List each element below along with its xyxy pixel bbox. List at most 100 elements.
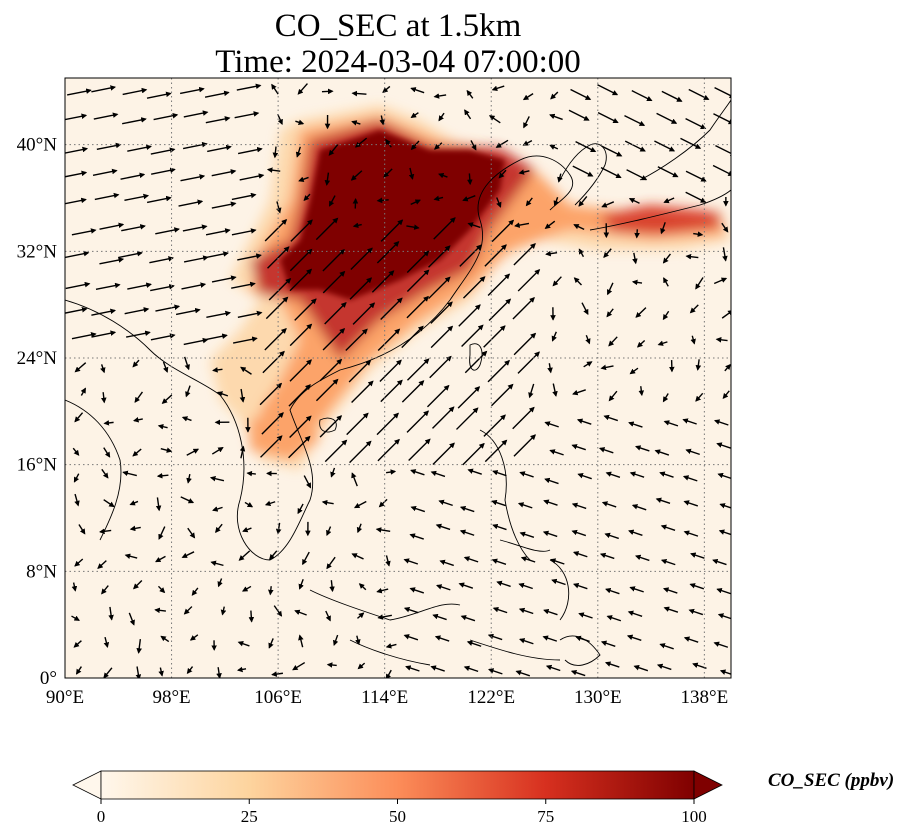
- wind-arrow: [689, 583, 705, 590]
- wind-arrow: [288, 384, 311, 407]
- wind-arrow: [101, 585, 109, 595]
- wind-arrow: [158, 526, 166, 540]
- wind-arrow: [459, 505, 475, 513]
- wind-arrow: [289, 268, 313, 292]
- wind-arrow: [74, 558, 84, 567]
- wind-arrow: [353, 500, 367, 509]
- wind-arrow: [267, 246, 290, 269]
- wind-arrow: [103, 499, 115, 508]
- wind-arrow: [624, 140, 646, 152]
- wind-arrow: [433, 142, 443, 150]
- wind-arrow: [549, 144, 559, 150]
- wind-arrow: [685, 118, 707, 130]
- wind-arrow: [406, 295, 429, 319]
- wind-arrow: [120, 172, 146, 180]
- wind-arrow: [212, 367, 223, 373]
- wind-arrow: [470, 140, 477, 151]
- wind-arrow: [492, 523, 507, 531]
- wind-arrow: [377, 614, 392, 620]
- wind-arrow: [65, 146, 89, 154]
- wind-arrow: [581, 302, 589, 316]
- wind-arrow: [571, 529, 587, 537]
- wind-arrow: [463, 665, 479, 673]
- wind-arrow: [551, 578, 566, 586]
- wind-arrow: [216, 667, 222, 678]
- wind-arrow: [715, 337, 728, 343]
- wind-arrow: [689, 304, 699, 314]
- wind-arrow: [488, 298, 512, 322]
- wind-arrow: [297, 83, 308, 95]
- wind-arrow: [634, 229, 640, 239]
- wind-arrow: [428, 245, 451, 268]
- wind-arrow: [659, 471, 674, 478]
- wind-arrow: [435, 523, 451, 531]
- lon-tick-label: 98°E: [152, 687, 190, 708]
- wind-arrow: [657, 340, 668, 346]
- wind-arrow: [326, 526, 332, 537]
- wind-arrow: [332, 634, 339, 647]
- wind-arrow: [522, 93, 534, 101]
- wind-arrow: [487, 633, 503, 641]
- wind-arrow: [713, 641, 729, 648]
- wind-arrow: [191, 587, 199, 596]
- wind-arrow: [71, 615, 80, 621]
- wind-arrow: [103, 667, 113, 678]
- wind-arrow: [608, 390, 618, 402]
- wind-arrow: [346, 412, 369, 436]
- wind-arrow: [211, 201, 237, 209]
- wind-arrow: [572, 165, 594, 177]
- wind-arrow: [545, 250, 558, 257]
- wind-arrow: [430, 301, 453, 324]
- wind-arrow: [544, 477, 559, 485]
- wind-arrow: [328, 144, 339, 156]
- wind-arrow: [662, 310, 670, 321]
- wind-arrow: [315, 217, 339, 241]
- wind-arrow: [601, 501, 617, 508]
- wind-arrow: [350, 247, 373, 270]
- wind-arrow: [298, 176, 309, 182]
- lat-tick-label: 8°N: [26, 561, 57, 582]
- wind-arrow: [129, 525, 141, 532]
- wind-arrow: [627, 610, 643, 617]
- wind-arrow: [430, 470, 446, 478]
- wind-arrow: [242, 585, 252, 592]
- wind-arrow: [155, 497, 162, 512]
- wind-arrow: [232, 336, 258, 344]
- wind-arrow: [656, 663, 672, 671]
- wind-arrow: [663, 420, 679, 427]
- wind-arrow: [568, 109, 590, 121]
- wind-arrow: [432, 442, 455, 465]
- wind-arrow: [149, 256, 175, 264]
- wind-arrow: [624, 114, 646, 127]
- wind-arrow: [330, 467, 336, 478]
- wind-arrow: [715, 144, 731, 156]
- wind-arrow: [260, 435, 283, 458]
- colorbar-gradient: [100, 770, 695, 800]
- wind-arrow: [96, 142, 122, 151]
- wind-arrow: [78, 524, 86, 535]
- wind-arrow: [298, 634, 304, 648]
- wind-arrow: [544, 421, 559, 428]
- colorbar-tick-label: 0: [97, 807, 106, 826]
- wind-arrow: [552, 383, 558, 397]
- wind-arrow: [663, 606, 679, 613]
- wind-arrow: [719, 669, 731, 675]
- wind-arrow: [570, 88, 592, 100]
- wind-arrow: [483, 414, 506, 437]
- wind-arrow: [288, 435, 311, 459]
- wind-arrow: [600, 167, 622, 179]
- wind-arrow: [490, 383, 514, 407]
- wind-arrow: [376, 241, 400, 264]
- wind-arrow: [433, 93, 447, 99]
- wind-arrow: [134, 391, 144, 403]
- wind-arrow: [713, 277, 728, 285]
- wind-arrow: [319, 358, 343, 382]
- wind-arrow: [438, 172, 448, 179]
- wind-arrow: [401, 380, 425, 403]
- wind-arrow: [604, 661, 620, 668]
- wind-arrow: [517, 351, 540, 374]
- wind-arrow: [122, 117, 147, 125]
- wind-arrow: [246, 470, 256, 477]
- wind-arrow: [127, 282, 152, 290]
- wind-arrow: [289, 359, 312, 382]
